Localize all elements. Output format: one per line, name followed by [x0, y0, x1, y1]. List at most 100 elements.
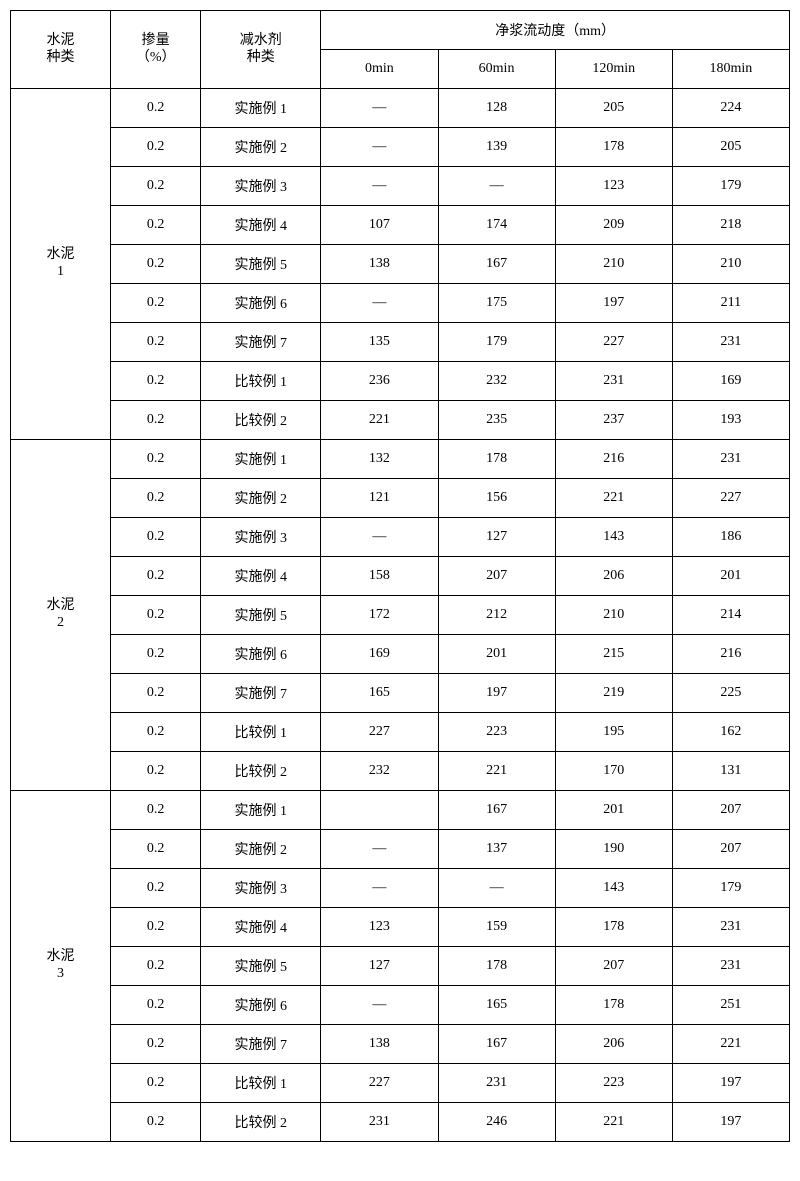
value-0min [321, 791, 438, 830]
value-180min: 211 [672, 284, 789, 323]
value-60min: 167 [438, 245, 555, 284]
reducer-cell: 实施例 5 [201, 245, 321, 284]
value-0min: 227 [321, 713, 438, 752]
reducer-cell: 实施例 7 [201, 674, 321, 713]
table-row: 0.2比较例 1236232231169 [11, 362, 790, 401]
value-120min: 231 [555, 362, 672, 401]
value-120min: 210 [555, 596, 672, 635]
value-180min: 169 [672, 362, 789, 401]
value-0min: — [321, 167, 438, 206]
dosage-cell: 0.2 [111, 128, 201, 167]
reducer-cell: 实施例 5 [201, 596, 321, 635]
value-60min: 231 [438, 1064, 555, 1103]
header-reducer-l1: 减水剂 [201, 29, 320, 50]
table-row: 0.2实施例 6—165178251 [11, 986, 790, 1025]
table-row: 0.2比较例 1227231223197 [11, 1064, 790, 1103]
value-120min: 190 [555, 830, 672, 869]
table-row: 0.2实施例 6—175197211 [11, 284, 790, 323]
value-180min: 225 [672, 674, 789, 713]
dosage-cell: 0.2 [111, 1025, 201, 1064]
value-0min: — [321, 869, 438, 908]
dosage-cell: 0.2 [111, 713, 201, 752]
value-0min: 132 [321, 440, 438, 479]
reducer-cell: 实施例 3 [201, 518, 321, 557]
table-row: 0.2比较例 2232221170131 [11, 752, 790, 791]
table-row: 0.2比较例 2231246221197 [11, 1103, 790, 1142]
reducer-cell: 实施例 4 [201, 557, 321, 596]
value-60min: — [438, 869, 555, 908]
cement-group-cell: 水泥2 [11, 440, 111, 791]
reducer-cell: 实施例 7 [201, 323, 321, 362]
value-180min: 231 [672, 323, 789, 362]
table-row: 水泥20.2实施例 1132178216231 [11, 440, 790, 479]
table-row: 0.2实施例 4123159178231 [11, 908, 790, 947]
value-0min: — [321, 830, 438, 869]
value-0min: 138 [321, 1025, 438, 1064]
table-row: 0.2实施例 3——143179 [11, 869, 790, 908]
value-60min: 207 [438, 557, 555, 596]
value-0min: 135 [321, 323, 438, 362]
value-120min: 215 [555, 635, 672, 674]
value-180min: 131 [672, 752, 789, 791]
value-180min: 186 [672, 518, 789, 557]
value-120min: 143 [555, 869, 672, 908]
dosage-cell: 0.2 [111, 674, 201, 713]
value-0min: 231 [321, 1103, 438, 1142]
table-row: 0.2比较例 1227223195162 [11, 713, 790, 752]
table-row: 0.2实施例 4107174209218 [11, 206, 790, 245]
reducer-cell: 比较例 1 [201, 1064, 321, 1103]
reducer-cell: 比较例 2 [201, 752, 321, 791]
dosage-cell: 0.2 [111, 986, 201, 1025]
dosage-cell: 0.2 [111, 1064, 201, 1103]
cement-group-label-l1: 水泥 [11, 243, 110, 264]
value-60min: 235 [438, 401, 555, 440]
table-row: 0.2实施例 7165197219225 [11, 674, 790, 713]
reducer-cell: 比较例 2 [201, 401, 321, 440]
header-cement-type-l2: 种类 [11, 50, 110, 71]
value-0min: 158 [321, 557, 438, 596]
value-180min: 197 [672, 1064, 789, 1103]
dosage-cell: 0.2 [111, 89, 201, 128]
value-120min: 178 [555, 986, 672, 1025]
value-120min: 206 [555, 1025, 672, 1064]
value-60min: 221 [438, 752, 555, 791]
value-60min: 159 [438, 908, 555, 947]
value-120min: 205 [555, 89, 672, 128]
value-60min: 156 [438, 479, 555, 518]
value-180min: 221 [672, 1025, 789, 1064]
value-180min: 231 [672, 908, 789, 947]
table-row: 水泥10.2实施例 1—128205224 [11, 89, 790, 128]
reducer-cell: 实施例 3 [201, 869, 321, 908]
value-180min: 251 [672, 986, 789, 1025]
value-60min: 165 [438, 986, 555, 1025]
dosage-cell: 0.2 [111, 167, 201, 206]
value-180min: 210 [672, 245, 789, 284]
cement-group-cell: 水泥3 [11, 791, 111, 1142]
cement-group-label-l1: 水泥 [11, 945, 110, 966]
reducer-cell: 实施例 1 [201, 440, 321, 479]
value-60min: 232 [438, 362, 555, 401]
header-60min: 60min [438, 50, 555, 89]
value-120min: 143 [555, 518, 672, 557]
table-row: 0.2实施例 4158207206201 [11, 557, 790, 596]
dosage-cell: 0.2 [111, 635, 201, 674]
dosage-cell: 0.2 [111, 440, 201, 479]
value-0min: 123 [321, 908, 438, 947]
value-0min: 232 [321, 752, 438, 791]
value-0min: — [321, 518, 438, 557]
value-180min: 216 [672, 635, 789, 674]
dosage-cell: 0.2 [111, 245, 201, 284]
value-0min: 138 [321, 245, 438, 284]
table-row: 0.2实施例 2—137190207 [11, 830, 790, 869]
value-180min: 214 [672, 596, 789, 635]
value-120min: 216 [555, 440, 672, 479]
dosage-cell: 0.2 [111, 908, 201, 947]
value-120min: 195 [555, 713, 672, 752]
reducer-cell: 实施例 1 [201, 89, 321, 128]
table-row: 0.2实施例 2—139178205 [11, 128, 790, 167]
dosage-cell: 0.2 [111, 518, 201, 557]
dosage-cell: 0.2 [111, 401, 201, 440]
value-120min: 221 [555, 479, 672, 518]
table-row: 0.2实施例 7138167206221 [11, 1025, 790, 1064]
value-120min: 237 [555, 401, 672, 440]
